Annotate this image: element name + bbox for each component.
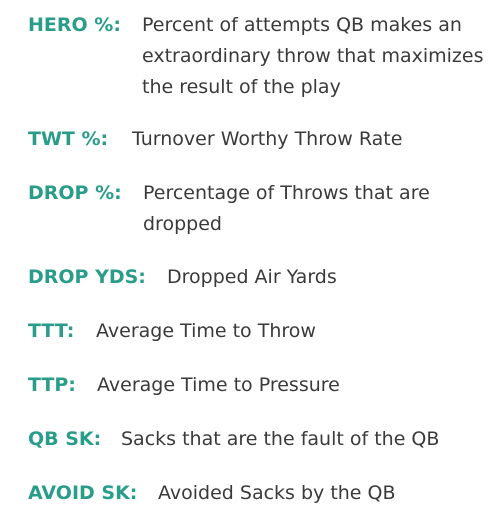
definition-text: Percent of attempts QB makes an extraord…: [142, 10, 483, 103]
term-label: DROP YDS:: [28, 266, 146, 288]
definition-line: the result of the play: [142, 76, 341, 98]
definition-line: Average Time to Throw: [96, 320, 316, 342]
definition-line: extraordinary throw that maximizes: [142, 45, 484, 67]
definition-text: Dropped Air Yards: [167, 262, 337, 293]
definition-text: Average Time to Pressure: [97, 370, 340, 401]
definition-line: Percentage of Throws that are: [143, 182, 430, 204]
term-label: TTT:: [28, 320, 75, 342]
term-label: TWT %:: [28, 128, 109, 150]
term-label: HERO %:: [28, 14, 121, 36]
definition-text: Sacks that are the fault of the QB: [121, 424, 439, 455]
definition-text: Turnover Worthy Throw Rate: [132, 124, 402, 155]
definition-line: dropped: [143, 213, 222, 235]
term-label: DROP %:: [28, 182, 122, 204]
definition-text: Percentage of Throws that are dropped: [143, 178, 430, 240]
definition-line: Dropped Air Yards: [167, 266, 337, 288]
term-label: TTP:: [28, 374, 76, 396]
definition-line: Turnover Worthy Throw Rate: [132, 128, 403, 150]
definition-text: Average Time to Throw: [96, 316, 316, 347]
term-label: QB SK:: [28, 428, 102, 450]
term-label: AVOID SK:: [28, 482, 138, 504]
definition-line: Average Time to Pressure: [97, 374, 340, 396]
definition-line: Sacks that are the fault of the QB: [121, 428, 440, 450]
definition-line: Percent of attempts QB makes an: [142, 14, 462, 36]
definition-text: Avoided Sacks by the QB: [158, 478, 396, 509]
definition-line: Avoided Sacks by the QB: [158, 482, 396, 504]
